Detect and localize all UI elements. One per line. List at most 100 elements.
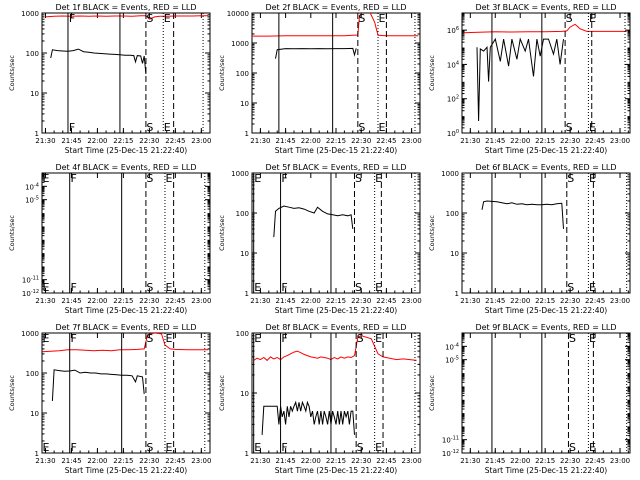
marker-label: E <box>375 281 382 294</box>
x-tick-label: 22:00 <box>510 457 530 465</box>
y-axis-label: Counts/sec <box>218 215 226 251</box>
x-tick-label: 22:15 <box>326 457 346 465</box>
plot-frame <box>251 12 421 134</box>
x-axis-label: Start Time (25-Dec-15 21:22:40) <box>65 306 187 315</box>
chart-title: Det 6f BLACK = Events, RED = LLD <box>475 163 616 172</box>
x-tick-label: 21:45 <box>276 137 296 145</box>
marker-label: E <box>589 12 596 25</box>
y-axis-label: Counts/sec <box>428 375 436 411</box>
x-tick-label: 22:30 <box>139 297 159 305</box>
marker-label: S <box>566 121 573 134</box>
y-axis-label: Counts/sec <box>428 215 436 251</box>
chart-panel-8: Det 8f BLACK = Events, RED = LLD 1 10 100 21… <box>218 323 422 475</box>
y-axis-label: Counts/sec <box>218 55 226 91</box>
y-tick-label: 10-11 <box>442 436 459 445</box>
marker-label: E <box>164 121 171 134</box>
y-tick-label: 1 <box>35 450 39 458</box>
x-tick-label: 22:00 <box>87 137 107 145</box>
y-axis-label: Counts/sec <box>218 375 226 411</box>
y-tick-label: 1 <box>245 450 249 458</box>
y-tick-label: 1 <box>455 290 459 298</box>
y-tick-label: 100 <box>26 50 39 58</box>
x-axis-label: Start Time (25-Dec-15 21:22:40) <box>485 146 607 155</box>
x-tick-label: 22:45 <box>165 457 185 465</box>
chart-panel-6: Det 6f BLACK = Events, RED = LLD 1 10 100 10… <box>428 163 631 315</box>
chart-title: Det 3f BLACK = Events, RED = LLD <box>475 3 616 12</box>
chart-panel-4: Det 4f BLACK = Events, RED = LLD 10-12 10-… <box>8 163 211 315</box>
x-tick-label: 21:30 <box>460 297 480 305</box>
chart-title: Det 4f BLACK = Events, RED = LLD <box>55 163 196 172</box>
x-tick-label: 21:30 <box>35 137 55 145</box>
x-tick-label: 21:45 <box>61 297 81 305</box>
x-tick-label: 22:15 <box>535 137 555 145</box>
lld-series-line <box>42 333 209 353</box>
x-tick-label: 22:30 <box>351 297 371 305</box>
marker-label: E <box>164 12 171 25</box>
y-tick-label: 100 <box>236 210 249 218</box>
events-series-line <box>51 369 145 402</box>
plot-frame <box>251 172 421 294</box>
y-tick-label: 10 <box>450 250 459 258</box>
x-axis-label: Start Time (25-Dec-15 21:22:40) <box>275 146 397 155</box>
events-series-line <box>50 48 147 74</box>
x-tick-label: 22:15 <box>535 297 555 305</box>
plot-frame <box>461 332 631 454</box>
marker-label: S <box>146 281 153 294</box>
x-tick-label: 21:45 <box>276 297 296 305</box>
x-tick-label: 22:15 <box>113 297 133 305</box>
x-tick-label: 22:45 <box>585 457 605 465</box>
y-tick-label: 102 <box>447 95 459 104</box>
x-tick-label: 22:00 <box>301 457 321 465</box>
y-axis-label: Counts/sec <box>8 375 16 411</box>
marker-label: S <box>566 12 573 25</box>
marker-label: F <box>69 121 75 134</box>
plot-data <box>253 173 416 293</box>
marker-label: E <box>379 12 386 25</box>
x-tick-label: 22:45 <box>165 137 185 145</box>
marker-label: E <box>165 281 172 294</box>
x-axis-label: Start Time (25-Dec-15 21:22:40) <box>65 466 187 475</box>
chart-title: Det 7f BLACK = Events, RED = LLD <box>55 323 196 332</box>
y-tick-label: 1000 <box>21 330 39 338</box>
chart-title: Det 1f BLACK = Events, RED = LLD <box>55 3 196 12</box>
marker-label: S <box>358 121 365 134</box>
y-tick-label: 1000 <box>231 40 249 48</box>
y-tick-label: 10-4 <box>25 182 39 191</box>
events-series-line <box>481 200 564 229</box>
x-tick-label: 22:45 <box>165 297 185 305</box>
x-tick-label: 21:45 <box>61 137 81 145</box>
marker-label: S <box>567 281 574 294</box>
y-tick-label: 1 <box>245 130 249 138</box>
x-tick-label: 22:00 <box>87 457 107 465</box>
x-tick-label: 22:00 <box>87 297 107 305</box>
chart-title: Det 5f BLACK = Events, RED = LLD <box>265 163 406 172</box>
x-tick-label: 22:45 <box>585 137 605 145</box>
x-tick-label: 22:30 <box>351 137 371 145</box>
x-tick-label: 23:00 <box>402 297 422 305</box>
x-tick-label: 22:30 <box>351 457 371 465</box>
y-tick-label: 10-4 <box>445 342 459 351</box>
marker-label: S <box>355 172 362 185</box>
x-tick-label: 21:45 <box>61 457 81 465</box>
x-tick-label: 22:15 <box>326 297 346 305</box>
y-tick-label: 100 <box>236 330 249 338</box>
marker-label: S <box>567 172 574 185</box>
x-tick-label: 23:00 <box>402 137 422 145</box>
x-tick-label: 21:30 <box>460 137 480 145</box>
y-tick-label: 10-12 <box>22 289 39 298</box>
x-tick-label: 21:45 <box>485 297 505 305</box>
marker-label: E <box>43 281 50 294</box>
chart-title: Det 2f BLACK = Events, RED = LLD <box>265 3 406 12</box>
events-series-line <box>261 400 355 435</box>
marker-label: E <box>165 172 172 185</box>
x-tick-label: 23:00 <box>191 137 211 145</box>
x-tick-label: 21:45 <box>276 457 296 465</box>
marker-label: E <box>375 172 382 185</box>
lld-series-line <box>252 13 419 37</box>
x-tick-label: 21:30 <box>460 457 480 465</box>
x-tick-label: 21:30 <box>35 297 55 305</box>
marker-label: E <box>254 441 261 454</box>
plot-data <box>42 173 206 293</box>
x-tick-label: 21:30 <box>35 457 55 465</box>
marker-label: E <box>375 332 382 345</box>
